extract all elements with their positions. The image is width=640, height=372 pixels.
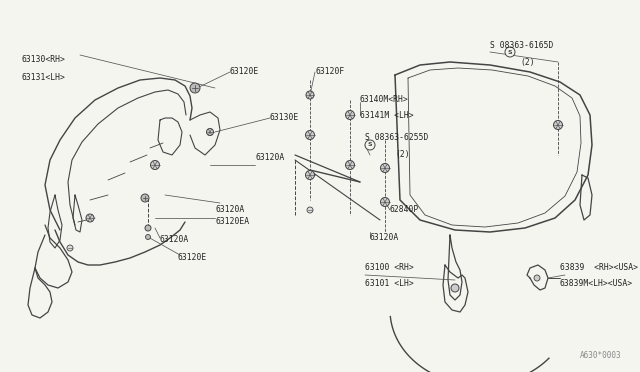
Circle shape (150, 160, 159, 170)
Text: S 08363-6165D: S 08363-6165D (490, 42, 554, 51)
Text: 62840P: 62840P (390, 205, 419, 215)
Text: 63141M <LH>: 63141M <LH> (360, 112, 413, 121)
Circle shape (306, 91, 314, 99)
Text: 63120A: 63120A (370, 234, 399, 243)
Text: S 08363-6255D: S 08363-6255D (365, 134, 428, 142)
Circle shape (190, 83, 200, 93)
Circle shape (141, 194, 149, 202)
Text: 63120A: 63120A (215, 205, 244, 215)
Circle shape (451, 284, 459, 292)
Text: (2): (2) (520, 58, 534, 67)
Text: 63120A: 63120A (160, 235, 189, 244)
Text: (2): (2) (395, 151, 410, 160)
Text: 63120F: 63120F (315, 67, 344, 77)
Circle shape (307, 207, 313, 213)
Text: 63130E: 63130E (270, 113, 300, 122)
Text: 63130<RH>: 63130<RH> (22, 55, 66, 64)
Text: A630*0003: A630*0003 (580, 350, 621, 359)
Text: 63140M<RH>: 63140M<RH> (360, 96, 409, 105)
Text: S: S (508, 49, 512, 55)
Text: 63839M<LH><USA>: 63839M<LH><USA> (560, 279, 633, 288)
Circle shape (145, 225, 151, 231)
Circle shape (145, 234, 150, 240)
Circle shape (86, 214, 94, 222)
Text: 63100 <RH>: 63100 <RH> (365, 263, 413, 273)
Circle shape (365, 140, 375, 150)
Text: 63120E: 63120E (178, 253, 207, 263)
Text: S: S (368, 142, 372, 148)
Circle shape (346, 160, 355, 170)
Circle shape (381, 198, 390, 206)
Circle shape (505, 47, 515, 57)
Circle shape (67, 245, 73, 251)
Text: 63101 <LH>: 63101 <LH> (365, 279, 413, 288)
Text: 63120EA: 63120EA (215, 218, 249, 227)
Circle shape (554, 121, 563, 129)
Text: 63120A: 63120A (255, 154, 284, 163)
Text: 63131<LH>: 63131<LH> (22, 73, 66, 81)
Circle shape (381, 164, 390, 173)
Circle shape (346, 110, 355, 119)
Text: 63839  <RH><USA>: 63839 <RH><USA> (560, 263, 638, 273)
Circle shape (305, 131, 314, 140)
Circle shape (207, 128, 214, 135)
Circle shape (305, 170, 314, 180)
Text: 63120E: 63120E (230, 67, 259, 77)
Circle shape (534, 275, 540, 281)
